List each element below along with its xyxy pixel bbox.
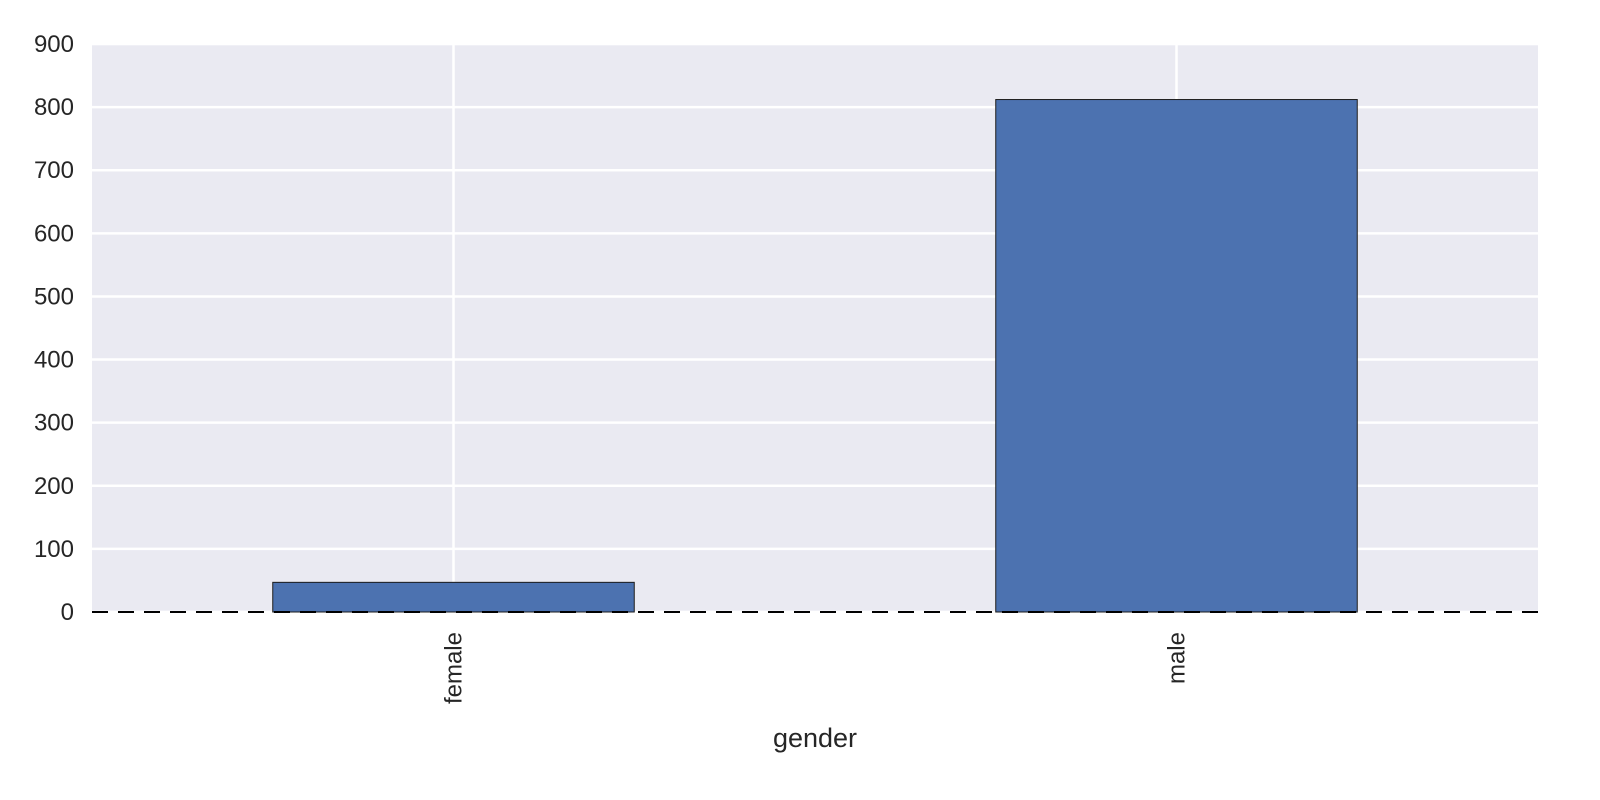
x-tick-label-female: female bbox=[441, 632, 468, 704]
y-tick-label: 800 bbox=[34, 94, 74, 121]
y-tick-label: 300 bbox=[34, 410, 74, 437]
y-tick-label: 600 bbox=[34, 220, 74, 247]
bar-male bbox=[995, 99, 1358, 613]
y-tick-label: 0 bbox=[61, 599, 74, 626]
y-tick-label: 100 bbox=[34, 536, 74, 563]
y-axis-ticks: 0 100 200 300 400 500 600 700 800 900 bbox=[34, 31, 74, 626]
x-axis-label: gender bbox=[773, 723, 857, 753]
x-axis-ticks: female male bbox=[441, 632, 1191, 704]
bar-female bbox=[272, 581, 635, 613]
bars bbox=[272, 99, 1358, 613]
y-tick-label: 700 bbox=[34, 157, 74, 184]
y-tick-label: 500 bbox=[34, 283, 74, 310]
y-tick-label: 900 bbox=[34, 31, 74, 58]
y-tick-label: 400 bbox=[34, 347, 74, 374]
x-tick-label-male: male bbox=[1164, 632, 1191, 684]
y-tick-label: 200 bbox=[34, 473, 74, 500]
grid-lines bbox=[92, 42, 1538, 614]
